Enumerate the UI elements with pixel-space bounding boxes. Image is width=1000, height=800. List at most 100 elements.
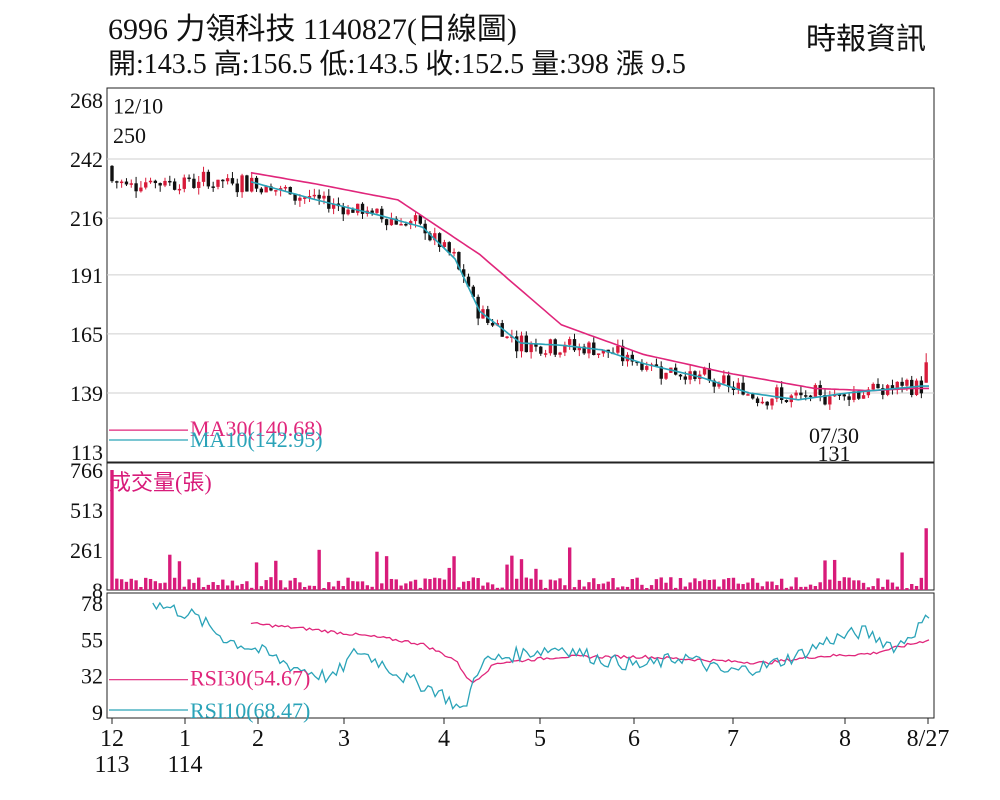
volume-bar [370, 586, 374, 590]
candle-body [514, 336, 519, 352]
price-tick-label: 268 [70, 88, 103, 113]
candle-body [876, 383, 880, 389]
volume-bar [375, 551, 379, 590]
volume-bar [635, 577, 639, 590]
candle-body [837, 394, 842, 396]
candle-body [548, 339, 553, 354]
volume-bar [881, 586, 885, 590]
candle-body [751, 394, 755, 399]
volume-bar [486, 582, 490, 590]
volume-bar [890, 582, 895, 590]
candle-body [182, 177, 186, 189]
volume-bar [654, 579, 659, 590]
volume-bar [274, 560, 278, 590]
x-tick-label: 8 [839, 726, 851, 752]
volume-bar [380, 583, 384, 590]
volume-bar [905, 588, 909, 590]
candle-body [654, 364, 659, 367]
candle-body [423, 223, 427, 234]
volume-bar [148, 578, 153, 590]
volume-bar [794, 577, 798, 590]
candle-body [486, 309, 490, 323]
volume-bar [736, 583, 740, 590]
candle-body [201, 171, 206, 182]
candle-body [702, 368, 707, 375]
volume-bar [746, 582, 750, 590]
x-tick-label: 7 [727, 726, 739, 752]
volume-bar [389, 578, 394, 590]
volume-title: 成交量(張) [109, 470, 212, 495]
candle-body [360, 203, 365, 214]
candle-body [847, 396, 851, 400]
volume-tick-label: 513 [70, 498, 103, 523]
volume-bar [168, 554, 172, 590]
volume-bar [842, 577, 846, 590]
volume-bar [240, 583, 244, 590]
volume-bar [900, 552, 904, 590]
volume-tick-label: 766 [70, 458, 103, 483]
candle-body [736, 382, 740, 391]
volume-bar [601, 583, 606, 590]
volume-bar [235, 585, 239, 590]
candle-body [808, 395, 813, 398]
volume-bar [524, 577, 529, 590]
volume-bar [592, 578, 596, 590]
volume-bar [110, 470, 114, 590]
candle-body [678, 374, 683, 377]
high-date-label: 12/10 [113, 94, 163, 119]
candle-body [919, 380, 924, 394]
volume-bar [582, 586, 586, 590]
volume-bar [428, 579, 432, 590]
volume-bar [346, 577, 350, 590]
volume-bar [818, 582, 822, 590]
candle-body [881, 388, 885, 395]
volume-bar [765, 581, 769, 590]
candle-body [895, 381, 899, 390]
volume-bar [741, 584, 745, 590]
candle-body [857, 391, 861, 399]
candle-body [172, 181, 177, 190]
candle-body [158, 183, 162, 186]
candle-body [206, 171, 211, 187]
candle-body [722, 375, 726, 384]
volume-bar [871, 586, 875, 590]
volume-bar [563, 585, 567, 590]
volume-bar [331, 586, 336, 590]
volume-bar [712, 579, 716, 590]
volume-tick-label: 261 [70, 538, 103, 563]
candle-body [659, 366, 663, 379]
candle-body [389, 218, 394, 226]
candle-body [139, 187, 143, 192]
candle-body [818, 385, 822, 395]
candle-body [409, 221, 413, 225]
candle-body [399, 223, 403, 226]
volume-bar [124, 581, 129, 590]
volume-bar [784, 587, 789, 590]
x-tick-label: 1 [179, 726, 191, 752]
candle-body [452, 251, 456, 254]
candle-body [620, 345, 625, 362]
candle-body [144, 182, 148, 188]
volume-bar [669, 577, 673, 590]
candle-body [746, 394, 750, 396]
source-label: 時報資訊 [806, 23, 926, 56]
volume-bar [462, 581, 466, 590]
candle-body [197, 181, 201, 188]
volume-bar [514, 578, 519, 590]
volume-bar [312, 585, 317, 590]
volume-bar [751, 578, 755, 590]
volume-bar [808, 584, 813, 590]
volume-bar [139, 587, 143, 590]
volume-tick-label: 8 [92, 578, 103, 603]
candle-body [852, 391, 856, 400]
volume-bar [611, 578, 615, 590]
candle-body [813, 385, 818, 397]
candle-body [640, 362, 644, 370]
candle-body [129, 183, 133, 185]
low-date-label: 07/30 [809, 423, 859, 448]
candle-body [437, 233, 442, 248]
candle-body [264, 186, 268, 193]
volume-bar [283, 587, 288, 590]
candle-body [866, 389, 871, 396]
volume-bar [307, 585, 312, 590]
